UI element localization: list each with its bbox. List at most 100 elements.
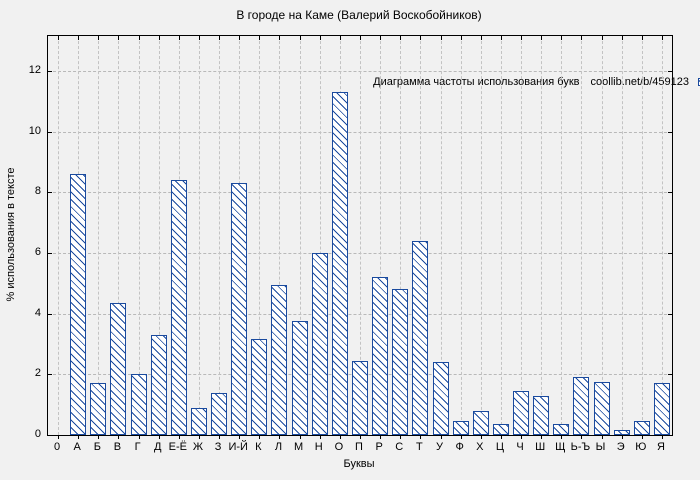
x-tick-top — [219, 36, 221, 40]
y-tick-right — [668, 192, 672, 194]
y-tick-label: 12 — [28, 64, 41, 77]
x-gridline — [279, 36, 281, 435]
x-gridline — [621, 36, 623, 435]
x-gridline — [360, 36, 361, 435]
frequency-bar — [150, 334, 167, 435]
frequency-bar — [372, 277, 389, 435]
frequency-bar — [331, 92, 348, 435]
x-tick-top — [521, 36, 523, 40]
x-tick-bottom — [360, 435, 361, 439]
frequency-bar — [653, 383, 670, 435]
x-tick-top — [178, 36, 180, 40]
x-tick-top — [299, 36, 301, 40]
x-tick-label: Я — [656, 441, 665, 453]
x-tick-top — [541, 36, 543, 40]
x-tick-label: У — [436, 441, 444, 453]
y-tick-right — [668, 131, 672, 133]
x-gridline — [581, 36, 583, 435]
frequency-bar — [190, 407, 207, 435]
x-gridline — [259, 36, 261, 435]
x-tick-label: Ю — [635, 441, 647, 453]
frequency-bar — [633, 421, 650, 435]
x-tick-bottom — [460, 435, 462, 439]
x-gridline — [380, 36, 382, 435]
frequency-bar — [211, 392, 228, 435]
x-tick-bottom — [541, 435, 543, 439]
frequency-bar — [573, 377, 590, 435]
x-gridline — [521, 36, 523, 435]
frequency-bar — [251, 339, 268, 435]
x-gridline — [219, 36, 221, 435]
x-tick-top — [561, 36, 563, 40]
x-gridline — [158, 36, 160, 435]
x-tick-top — [440, 36, 442, 40]
x-tick-top — [58, 36, 60, 40]
x-tick-top — [198, 36, 200, 40]
x-tick-top — [641, 36, 643, 40]
x-tick-label: Н — [314, 441, 323, 453]
x-tick-label: О — [334, 441, 344, 453]
x-tick-label: Щ — [555, 441, 566, 453]
x-tick-top — [239, 36, 241, 40]
x-tick-bottom — [661, 435, 663, 439]
y-tick-label: 6 — [34, 246, 41, 259]
x-tick-label: Ж — [192, 441, 204, 453]
x-tick-label: Ч — [516, 441, 524, 453]
frequency-bar — [513, 391, 530, 435]
x-tick-label: Ц — [495, 441, 504, 453]
x-tick-bottom — [480, 435, 482, 439]
y-tick-right — [668, 71, 672, 73]
x-tick-label: Ш — [535, 441, 546, 453]
x-tick-bottom — [621, 435, 623, 439]
x-tick-bottom — [78, 435, 80, 439]
x-tick-label: Д — [153, 441, 162, 453]
frequency-bar — [412, 240, 429, 435]
x-tick-label: Ф — [455, 441, 464, 453]
frequency-bar — [553, 424, 570, 435]
x-tick-label: А — [73, 441, 81, 453]
x-tick-bottom — [339, 435, 341, 439]
y-tick-label: 2 — [34, 367, 41, 380]
x-tick-label: Т — [416, 441, 423, 453]
x-tick-bottom — [400, 435, 402, 439]
x-tick-top — [420, 36, 422, 40]
x-tick-label: 0 — [54, 441, 61, 453]
frequency-bar — [170, 180, 187, 435]
x-tick-top — [500, 36, 502, 40]
y-tick-label: 8 — [34, 185, 41, 198]
x-gridline — [198, 36, 200, 435]
x-gridline — [319, 36, 321, 435]
x-gridline — [98, 36, 100, 435]
x-tick-label: П — [355, 441, 363, 453]
x-tick-bottom — [641, 435, 643, 439]
x-tick-top — [78, 36, 80, 40]
x-axis-title: Буквы — [343, 458, 375, 470]
x-tick-label: Э — [616, 441, 625, 453]
x-gridline — [440, 36, 442, 435]
frequency-bar — [70, 174, 87, 435]
y-tick-left — [48, 374, 52, 376]
x-tick-label: Ь-Ъ — [570, 441, 591, 453]
y-tick-right — [668, 374, 672, 376]
x-gridline — [500, 36, 502, 435]
x-tick-top — [319, 36, 321, 40]
x-tick-top — [460, 36, 462, 40]
frequency-bar — [291, 321, 308, 435]
y-tick-left — [48, 71, 52, 73]
x-tick-top — [118, 36, 120, 40]
x-tick-bottom — [98, 435, 100, 439]
x-gridline — [601, 36, 603, 435]
frequency-bar — [90, 383, 107, 435]
y-tick-left — [48, 192, 52, 194]
x-gridline — [118, 36, 120, 435]
x-tick-bottom — [198, 435, 200, 439]
y-tick-right — [668, 253, 672, 255]
x-tick-bottom — [601, 435, 603, 439]
x-gridline — [661, 36, 663, 435]
x-tick-top — [581, 36, 583, 40]
x-tick-top — [259, 36, 261, 40]
x-tick-top — [339, 36, 341, 40]
y-tick-label: 10 — [28, 124, 41, 137]
frequency-bar — [352, 360, 368, 435]
x-tick-top — [98, 36, 100, 40]
